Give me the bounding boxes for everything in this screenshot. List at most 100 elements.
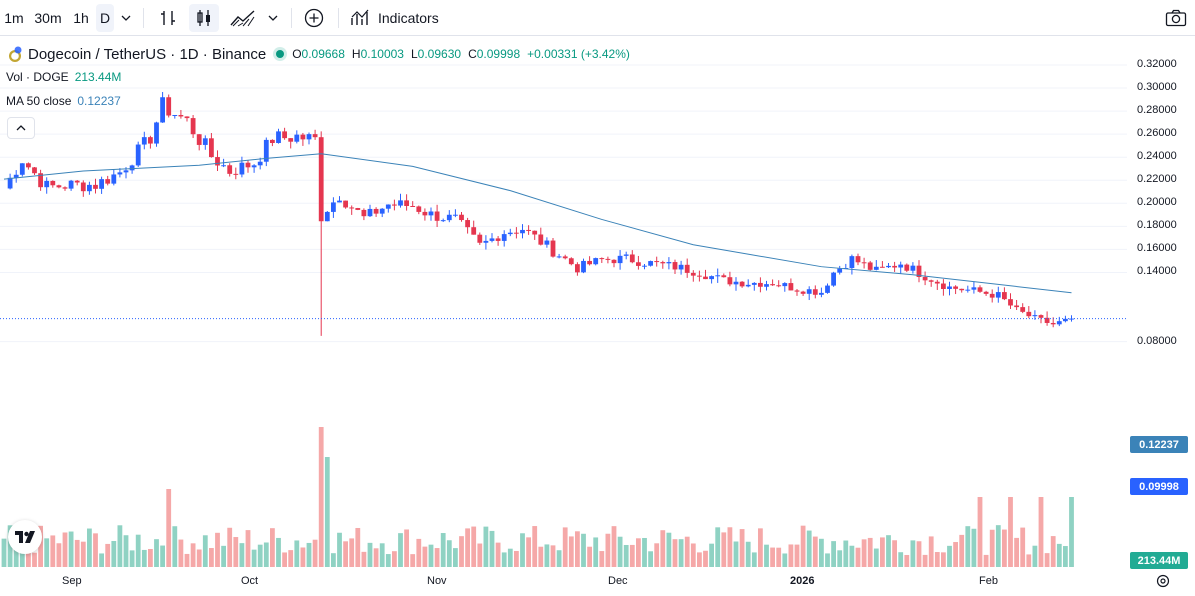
candle-down (93, 184, 98, 189)
interval-d-button[interactable]: D (96, 4, 114, 32)
candle-down (74, 180, 80, 183)
price-chart[interactable] (0, 37, 1127, 567)
candle-down (459, 214, 464, 221)
area-chart-icon[interactable] (226, 4, 260, 32)
volume-bar (282, 552, 287, 567)
volume-bar (385, 554, 391, 567)
candle-down (953, 286, 958, 289)
indicators-button[interactable]: Indicators (350, 4, 446, 32)
volume-bar (184, 553, 190, 567)
candle-up (483, 240, 489, 243)
settings-icon[interactable] (1155, 573, 1171, 589)
candle-down (312, 134, 318, 138)
volume-bar (300, 547, 306, 567)
price-axis[interactable]: 0.32000 0.30000 0.28000 0.26000 0.24000 0.220… (1127, 37, 1195, 567)
time-label-feb: Feb (979, 575, 998, 587)
price-tick-label: 0.16000 (1137, 242, 1177, 255)
candle-up (837, 268, 843, 273)
interval-30m-button[interactable]: 30m (34, 10, 62, 26)
volume-bar (855, 547, 861, 567)
volume-bar (690, 543, 696, 567)
volume-bar (373, 548, 379, 567)
volume-bar (788, 544, 794, 567)
candles-icon[interactable] (189, 4, 219, 32)
volume-bar (623, 544, 629, 567)
volume-bar (483, 526, 489, 567)
volume-bar (1002, 529, 1007, 567)
interval-1m-button[interactable]: 1m (4, 10, 24, 26)
volume-bar (117, 525, 123, 567)
ma-legend[interactable]: MA 50 close 0.12237 (6, 94, 121, 108)
chevron-down-icon[interactable] (117, 4, 135, 32)
candle-down (32, 167, 37, 174)
volume-bar (87, 528, 92, 567)
volume-bar (550, 545, 556, 567)
candle-down (184, 116, 190, 119)
volume-bar (593, 537, 599, 567)
candle-up (453, 214, 458, 216)
chevron-down-icon[interactable] (264, 4, 282, 32)
last-price-tag: 0.09998 (1130, 478, 1188, 495)
ma-label: MA 50 close (6, 94, 72, 108)
volume-bar (398, 533, 403, 567)
candle-down (977, 287, 983, 292)
chart-pane[interactable] (0, 37, 1127, 567)
candle-down (867, 262, 873, 270)
volume-bar (733, 541, 739, 567)
candle-down (892, 265, 897, 268)
candle-down (1044, 317, 1050, 323)
candle-down (941, 283, 946, 290)
candle-down (26, 163, 31, 168)
symbol-title[interactable]: Dogecoin / TetherUS · 1D · Binance (28, 45, 267, 63)
candle-up (99, 179, 104, 189)
candle-up (849, 256, 855, 268)
bar-chart-icon[interactable] (154, 4, 182, 32)
candle-down (776, 285, 782, 287)
add-compare-icon[interactable] (300, 4, 328, 32)
volume-bar (422, 546, 428, 567)
candle-up (1032, 315, 1038, 317)
candle-down (343, 200, 348, 208)
volume-bar (1, 538, 7, 567)
collapse-legend-button[interactable] (7, 117, 35, 139)
candle-up (19, 163, 25, 175)
volume-bar (123, 535, 129, 567)
candle-down (660, 262, 666, 264)
volume-bar (660, 530, 666, 567)
candle-up (324, 211, 330, 222)
candle-up (44, 180, 50, 188)
candle-down (434, 211, 440, 221)
indicators-label: Indicators (378, 10, 439, 26)
volume-bar (221, 545, 226, 567)
candle-up (263, 139, 269, 162)
top-toolbar: 1m 30m 1h D Indicators (0, 0, 1195, 36)
volume-legend[interactable]: Vol · DOGE 213.44M (6, 70, 121, 84)
candle-up (172, 114, 178, 116)
volume-bar (892, 540, 897, 567)
candle-down (349, 207, 355, 209)
candle-down (465, 220, 470, 228)
tradingview-logo[interactable] (8, 520, 42, 554)
volume-bar (837, 550, 843, 567)
candle-up (733, 281, 739, 285)
volume-bar (80, 541, 86, 567)
camera-icon[interactable] (1162, 4, 1190, 32)
candle-up (764, 284, 769, 287)
candle-down (410, 205, 416, 207)
candle-down (1008, 299, 1013, 306)
volume-bar (989, 529, 995, 567)
interval-1h-button[interactable]: 1h (73, 10, 89, 26)
volume-bar (965, 526, 971, 567)
time-label-nov: Nov (427, 575, 447, 587)
volume-bar (1050, 536, 1056, 567)
volume-bar (62, 532, 68, 567)
candle-up (306, 134, 312, 140)
candle-up (68, 180, 74, 189)
candle-up (239, 162, 245, 175)
volume-bar (751, 552, 757, 567)
ohlc-low-value: 0.09630 (417, 47, 462, 61)
volume-bar (160, 545, 165, 567)
time-label-dec: Dec (608, 575, 628, 587)
time-axis[interactable]: Sep Oct Nov Dec 2026 Feb (0, 567, 1195, 596)
candle-up (446, 214, 452, 221)
